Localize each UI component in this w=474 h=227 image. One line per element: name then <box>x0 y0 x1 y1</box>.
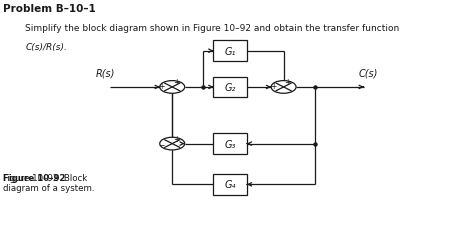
Bar <box>213 134 247 154</box>
Text: G₁: G₁ <box>225 47 236 57</box>
Text: R(s): R(s) <box>96 69 115 79</box>
Text: +: + <box>173 134 179 143</box>
Circle shape <box>271 81 296 94</box>
Text: +: + <box>158 81 165 90</box>
Text: C(s)/R(s).: C(s)/R(s). <box>25 42 67 51</box>
Text: Figure 10–92: Figure 10–92 <box>3 173 65 182</box>
Text: G₃: G₃ <box>225 139 236 149</box>
Circle shape <box>160 138 185 150</box>
Bar <box>213 41 247 62</box>
Bar <box>213 174 247 195</box>
Text: +: + <box>284 78 291 87</box>
Text: −: − <box>158 141 165 149</box>
Text: Figure 10–92  Block
diagram of a system.: Figure 10–92 Block diagram of a system. <box>3 173 94 192</box>
Text: +: + <box>270 81 276 90</box>
Text: G₂: G₂ <box>225 83 236 93</box>
Text: G₄: G₄ <box>225 180 236 190</box>
Text: Simplify the block diagram shown in Figure 10–92 and obtain the transfer functio: Simplify the block diagram shown in Figu… <box>25 24 400 33</box>
Text: Problem B–10–1: Problem B–10–1 <box>3 4 96 14</box>
Text: +: + <box>173 78 179 87</box>
Circle shape <box>160 81 185 94</box>
Bar <box>213 77 247 98</box>
Text: C(s): C(s) <box>358 69 378 79</box>
